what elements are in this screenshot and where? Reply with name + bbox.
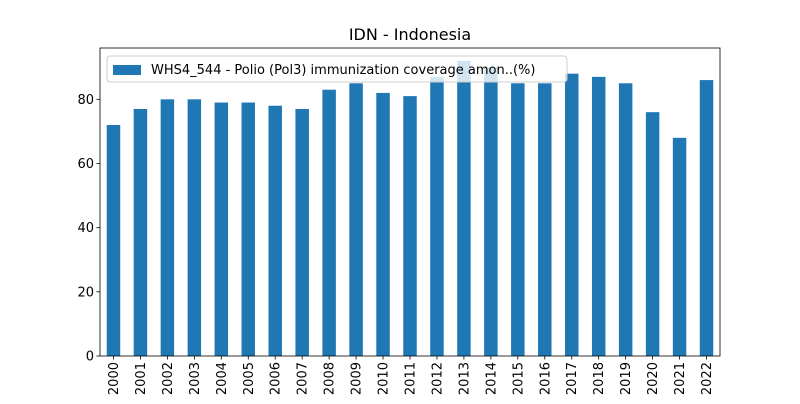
x-tick-label: 2011 [404, 362, 419, 395]
bar-2001 [133, 108, 148, 357]
bar-2012 [430, 76, 444, 357]
x-tick-label: 2003 [188, 362, 203, 395]
legend-box [106, 55, 568, 83]
legend-swatch [113, 65, 141, 75]
x-tick-label: 2015 [511, 362, 526, 395]
bar-2002 [160, 99, 175, 356]
y-tick-label: 80 [77, 93, 94, 108]
y-tick-label: 0 [86, 350, 94, 365]
bar-2007 [295, 108, 309, 357]
x-tick-label: 2000 [107, 362, 122, 395]
x-tick-label: 2021 [673, 362, 688, 395]
x-tick-label: 2018 [592, 362, 607, 395]
x-tick-label: 2012 [430, 362, 445, 395]
x-tick-label: 2009 [350, 362, 365, 395]
x-tick-label: 2006 [269, 362, 284, 395]
x-tick-label: 2017 [565, 362, 580, 395]
bar-2017 [565, 73, 579, 357]
bar-2021 [672, 137, 687, 356]
y-tick-label: 60 [77, 157, 94, 172]
bar-2003 [187, 99, 202, 356]
x-tick-label: 2019 [619, 362, 634, 395]
x-tick-label: 2008 [323, 362, 338, 395]
bar-2013 [457, 60, 471, 356]
bars [106, 60, 714, 357]
y-tick-label: 20 [77, 285, 94, 300]
bar-2005 [241, 102, 255, 356]
bar-2000 [106, 125, 121, 356]
bar-2018 [591, 76, 606, 357]
chart-title: IDN - Indonesia [349, 25, 471, 44]
x-tick-label: 2007 [296, 362, 311, 395]
bar-2022 [699, 80, 714, 356]
x-tick-label: 2010 [377, 362, 392, 395]
x-tick-label: 2001 [134, 362, 149, 395]
bar-2014 [484, 67, 498, 356]
y-tick-label: 40 [77, 221, 94, 236]
bar-2009 [349, 83, 363, 356]
bar-2020 [645, 112, 660, 356]
x-tick-label: 2002 [161, 362, 176, 395]
bar-2006 [268, 105, 282, 356]
x-tick-label: 2004 [215, 362, 230, 395]
x-tick-label: 2016 [538, 362, 553, 395]
x-tick-label: 2014 [484, 362, 499, 395]
x-tick-label: 2013 [457, 362, 472, 395]
x-tick-label: 2020 [646, 362, 661, 395]
bar-2019 [618, 83, 633, 356]
bar-2016 [538, 83, 552, 356]
x-tick-label: 2005 [242, 362, 257, 395]
bar-2004 [214, 102, 229, 356]
legend: WHS4_544 - Polio (Pol3) immunization cov… [106, 55, 568, 83]
bar-2011 [403, 96, 417, 357]
bar-2010 [376, 92, 390, 357]
legend-label: WHS4_544 - Polio (Pol3) immunization cov… [151, 63, 535, 78]
bar-2008 [322, 89, 336, 357]
axes: 0 20 40 60 80 2000 2001 2002 2003 2004 2005 2006 200… [77, 47, 721, 395]
bar-2015 [511, 83, 525, 356]
x-tick-label: 2022 [700, 362, 715, 395]
